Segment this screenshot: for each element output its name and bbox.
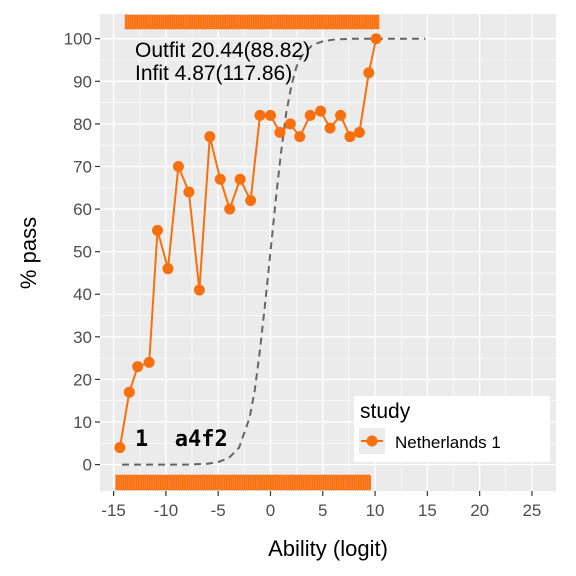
y-tick-label: 90 xyxy=(73,72,92,91)
data-point xyxy=(234,173,246,185)
y-axis-ticks: 0 10 20 30 40 50 60 70 80 90 100 xyxy=(64,30,100,475)
y-tick-label: 20 xyxy=(73,370,92,389)
legend-title: study xyxy=(360,400,411,423)
x-axis-title: Ability (logit) xyxy=(268,536,388,561)
rug-marks xyxy=(115,14,380,491)
data-point xyxy=(162,263,174,275)
outfit-text: Outfit 20.44(88.82) xyxy=(135,39,310,62)
data-point xyxy=(274,126,286,138)
data-point xyxy=(344,131,356,143)
infit-text: Infit 4.87(117.86) xyxy=(135,62,292,85)
data-point xyxy=(254,109,266,121)
data-point xyxy=(123,386,135,398)
y-tick-label: 0 xyxy=(83,456,92,475)
data-point xyxy=(132,361,144,373)
y-axis-title: % pass xyxy=(16,217,41,289)
y-tick-label: 70 xyxy=(73,157,92,176)
data-point xyxy=(183,186,195,198)
data-point xyxy=(264,109,276,121)
data-point xyxy=(114,442,126,454)
y-tick-label: 80 xyxy=(73,115,92,134)
x-tick-label: -10 xyxy=(154,501,179,520)
y-tick-label: 10 xyxy=(73,413,92,432)
x-tick-label: -5 xyxy=(211,501,226,520)
x-tick-label: 0 xyxy=(266,501,275,520)
data-point xyxy=(315,105,327,117)
observed-points xyxy=(114,33,382,454)
data-point xyxy=(245,195,257,207)
data-point xyxy=(193,284,205,296)
data-point xyxy=(143,356,155,368)
x-tick-label: 10 xyxy=(366,501,385,520)
data-point xyxy=(204,131,216,143)
x-tick-label: 20 xyxy=(470,501,489,520)
data-point xyxy=(152,224,164,236)
item-label: 1 a4f2 xyxy=(135,427,228,452)
legend-background xyxy=(354,396,550,462)
y-tick-label: 100 xyxy=(64,30,92,49)
rug-mark-top-band xyxy=(125,15,380,29)
x-tick-label: 5 xyxy=(318,501,327,520)
y-tick-label: 30 xyxy=(73,328,92,347)
x-tick-label: -15 xyxy=(101,501,126,520)
data-point xyxy=(214,173,226,185)
data-point xyxy=(335,109,347,121)
data-point xyxy=(224,203,236,215)
data-point xyxy=(363,67,375,79)
legend-key-point xyxy=(366,435,378,447)
data-point xyxy=(353,126,365,138)
data-point xyxy=(304,109,316,121)
data-point xyxy=(324,122,336,134)
data-point xyxy=(172,160,184,172)
x-tick-label: 25 xyxy=(522,501,541,520)
y-tick-label: 60 xyxy=(73,200,92,219)
x-tick-label: 15 xyxy=(418,501,437,520)
x-axis-ticks: -15 -10 -5 0 5 10 15 20 25 xyxy=(101,491,541,520)
expected-curve xyxy=(122,37,426,466)
y-tick-label: 50 xyxy=(73,243,92,262)
legend-series-label: Netherlands 1 xyxy=(395,433,501,452)
y-tick-label: 40 xyxy=(73,285,92,304)
data-point xyxy=(284,118,296,130)
data-point xyxy=(294,131,306,143)
data-point xyxy=(370,33,382,45)
